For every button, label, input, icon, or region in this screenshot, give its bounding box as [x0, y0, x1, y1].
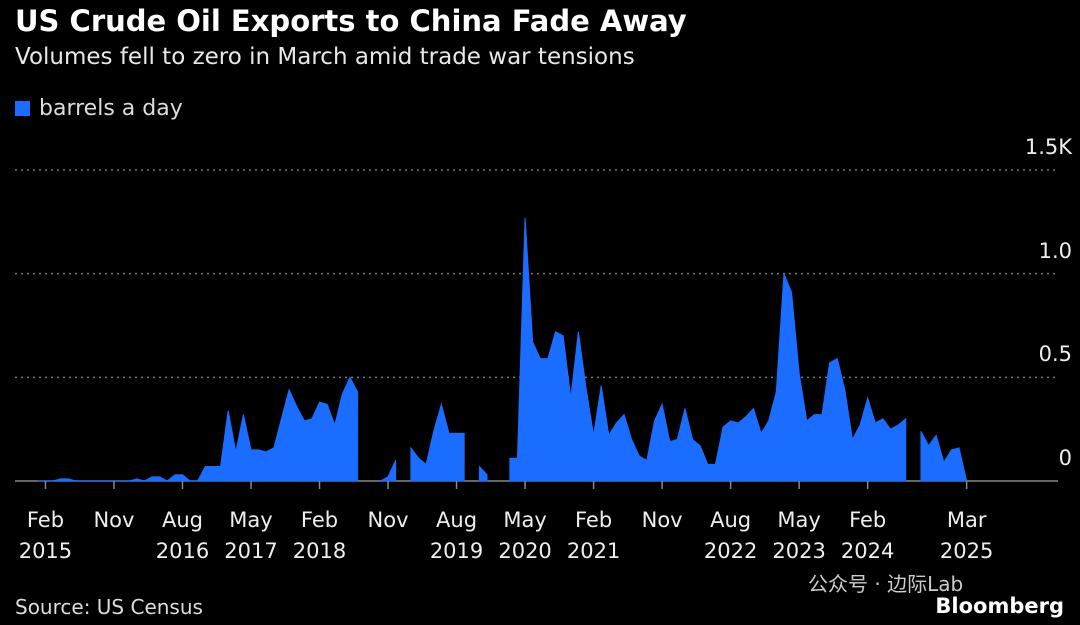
y-tick-label: 0.5	[1038, 342, 1072, 367]
x-tick-label: Nov	[641, 508, 683, 532]
legend-label: barrels a day	[39, 96, 183, 121]
x-tick-label: Nov	[93, 508, 135, 532]
watermark: 公众号 · 边际Lab	[808, 572, 964, 596]
chart-subtitle: Volumes fell to zero in March amid trade…	[15, 44, 635, 70]
area	[410, 402, 465, 482]
x-tick-label: Feb 2021	[566, 508, 621, 563]
legend: barrels a day	[15, 96, 183, 121]
x-tick-label: May 2020	[498, 508, 552, 563]
x-tick-label: Aug 2022	[703, 508, 758, 563]
x-tick-label: Feb 2015	[18, 508, 73, 563]
x-tick-label: Nov	[367, 508, 409, 532]
legend-swatch	[15, 101, 30, 116]
x-tick-label: Mar 2025	[939, 508, 994, 563]
x-tick-label: May 2017	[224, 508, 278, 563]
x-tick-label: Aug 2019	[429, 508, 484, 563]
x-tick-label: Feb 2024	[840, 508, 895, 563]
chart-title: US Crude Oil Exports to China Fade Away	[15, 4, 687, 38]
y-tick-label: 1.0	[1038, 238, 1072, 263]
x-tick-label: Feb 2018	[292, 508, 347, 563]
area	[509, 217, 907, 482]
brand: Bloomberg	[935, 594, 1064, 618]
y-tick-label: 0	[1058, 446, 1072, 470]
area	[920, 431, 968, 482]
x-tick-label: May 2023	[772, 508, 826, 563]
area	[37, 376, 359, 482]
area	[478, 465, 488, 482]
area	[380, 460, 397, 482]
source: Source: US Census	[15, 595, 203, 619]
y-tick-label: 1.5K	[1024, 135, 1072, 159]
x-tick-label: Aug 2016	[155, 508, 210, 563]
